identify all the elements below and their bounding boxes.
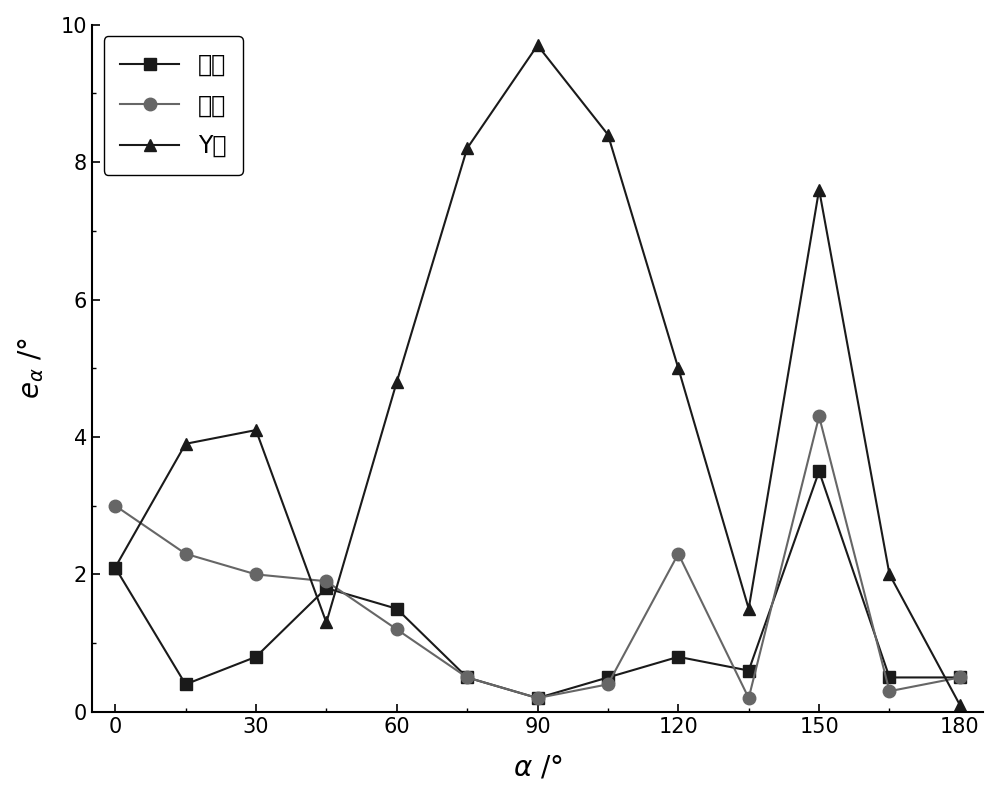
菱形	[320, 576, 332, 586]
矩形	[532, 693, 544, 703]
菱形	[883, 686, 895, 696]
菱形	[954, 673, 966, 682]
Y形	[602, 130, 614, 140]
菱形	[250, 570, 262, 579]
Line: Y形: Y形	[109, 39, 966, 711]
菱形	[391, 625, 403, 634]
矩形	[461, 673, 473, 682]
Y形	[461, 144, 473, 153]
菱形	[532, 693, 544, 703]
菱形	[602, 680, 614, 689]
矩形	[743, 666, 755, 675]
菱形	[180, 549, 192, 559]
Y形	[250, 425, 262, 435]
矩形	[883, 673, 895, 682]
Y形	[743, 604, 755, 614]
Y形	[180, 439, 192, 448]
菱形	[672, 549, 684, 559]
Line: 菱形: 菱形	[109, 410, 966, 705]
Y形	[954, 700, 966, 709]
Y形	[672, 363, 684, 373]
Y形	[813, 185, 825, 195]
矩形	[320, 583, 332, 593]
矩形	[813, 467, 825, 476]
矩形	[250, 652, 262, 662]
Y形	[532, 41, 544, 50]
矩形	[391, 604, 403, 614]
Y形	[883, 570, 895, 579]
矩形	[180, 680, 192, 689]
Y形	[391, 377, 403, 387]
菱形	[743, 693, 755, 703]
Y-axis label: $e_\alpha$ /°: $e_\alpha$ /°	[17, 338, 46, 399]
矩形	[602, 673, 614, 682]
菱形	[109, 501, 121, 511]
X-axis label: $\alpha$ /°: $\alpha$ /°	[513, 753, 562, 781]
菱形	[461, 673, 473, 682]
Legend: 矩形, 菱形, Y形: 矩形, 菱形, Y形	[104, 37, 243, 175]
矩形	[672, 652, 684, 662]
矩形	[954, 673, 966, 682]
菱形	[813, 412, 825, 421]
矩形	[109, 563, 121, 572]
Y形	[320, 618, 332, 627]
Line: 矩形: 矩形	[110, 466, 965, 704]
Y形	[109, 563, 121, 572]
